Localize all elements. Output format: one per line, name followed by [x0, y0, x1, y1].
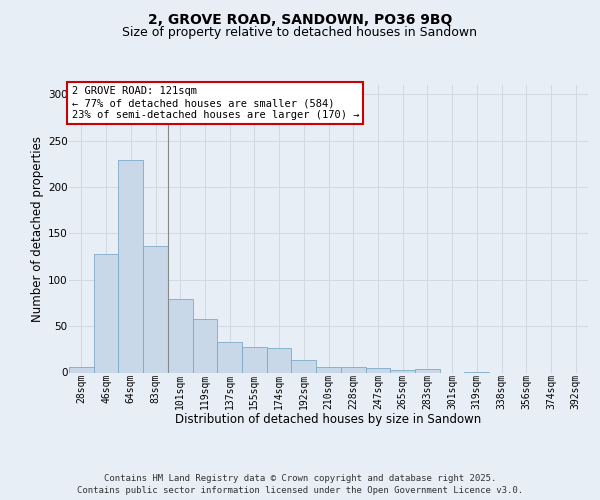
- Bar: [390, 370, 415, 372]
- Text: 2 GROVE ROAD: 121sqm
← 77% of detached houses are smaller (584)
23% of semi-deta: 2 GROVE ROAD: 121sqm ← 77% of detached h…: [71, 86, 359, 120]
- Bar: [365, 368, 390, 372]
- Bar: [316, 367, 341, 372]
- Bar: [168, 299, 193, 372]
- Text: Size of property relative to detached houses in Sandown: Size of property relative to detached ho…: [122, 26, 478, 39]
- Y-axis label: Number of detached properties: Number of detached properties: [31, 136, 44, 322]
- Bar: [341, 367, 365, 372]
- Bar: [143, 246, 168, 372]
- Bar: [217, 342, 242, 372]
- Bar: [267, 348, 292, 372]
- Bar: [193, 318, 217, 372]
- Bar: [415, 369, 440, 372]
- Bar: [292, 360, 316, 372]
- Bar: [69, 367, 94, 372]
- Text: Contains HM Land Registry data © Crown copyright and database right 2025.
Contai: Contains HM Land Registry data © Crown c…: [77, 474, 523, 495]
- Bar: [242, 348, 267, 372]
- Text: 2, GROVE ROAD, SANDOWN, PO36 9BQ: 2, GROVE ROAD, SANDOWN, PO36 9BQ: [148, 12, 452, 26]
- X-axis label: Distribution of detached houses by size in Sandown: Distribution of detached houses by size …: [175, 414, 482, 426]
- Bar: [118, 160, 143, 372]
- Bar: [94, 254, 118, 372]
